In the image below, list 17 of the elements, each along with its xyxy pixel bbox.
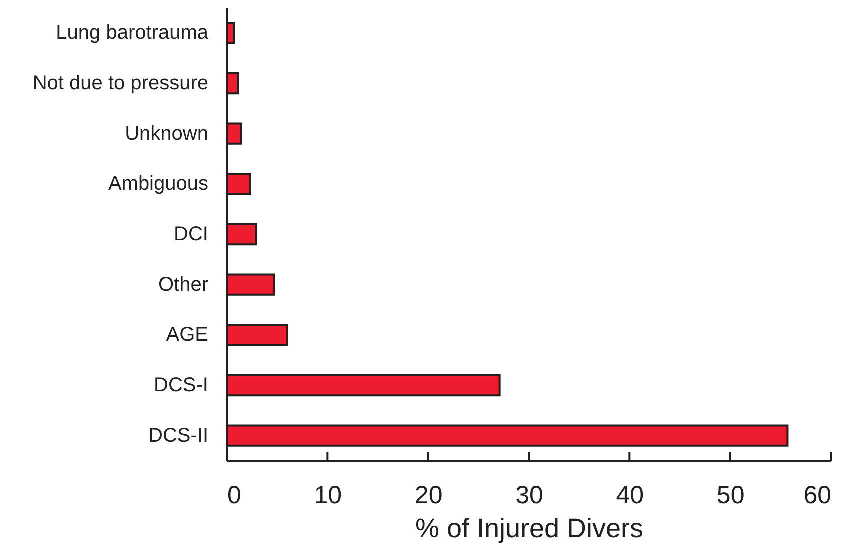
x-tick-label: 40 bbox=[616, 482, 644, 510]
x-tick-label: 60 bbox=[804, 482, 832, 510]
y-tick-label: Unknown bbox=[125, 122, 208, 145]
y-tick-label: AGE bbox=[166, 324, 208, 346]
y-tick-label: DCS-I bbox=[154, 374, 208, 396]
y-tick-label: Other bbox=[158, 274, 209, 296]
y-tick-label: Lung barotrauma bbox=[56, 22, 210, 44]
x-tick-label: 30 bbox=[516, 482, 544, 510]
y-tick-label: Ambiguous bbox=[108, 173, 208, 196]
x-tick-label: 0 bbox=[228, 482, 242, 510]
y-tick-label: DCS-II bbox=[148, 424, 208, 447]
x-axis-title: % of Injured Divers bbox=[415, 514, 644, 544]
x-tick-label: 50 bbox=[716, 482, 745, 510]
y-tick-label: Not due to pressure bbox=[32, 72, 208, 94]
x-tick-label: 10 bbox=[314, 482, 342, 510]
y-tick-label: DCI bbox=[174, 224, 208, 246]
x-tick-label: 20 bbox=[414, 482, 443, 510]
